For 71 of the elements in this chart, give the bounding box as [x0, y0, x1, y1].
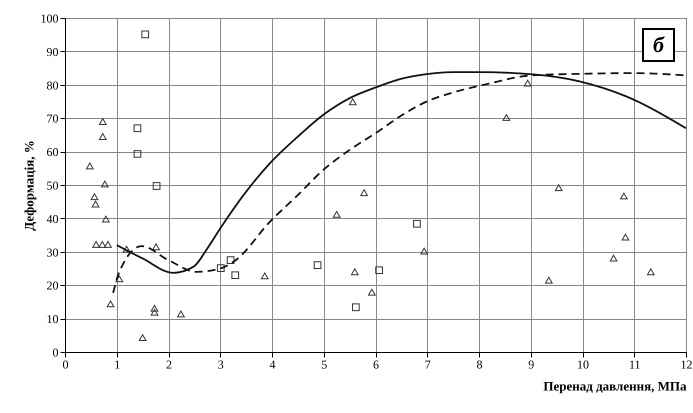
point — [545, 276, 553, 284]
x-tick-label: 2 — [166, 358, 172, 372]
y-tick-label: 50 — [46, 178, 58, 192]
y-tick-label: 20 — [46, 278, 58, 293]
x-tick-label: 6 — [373, 358, 379, 372]
x-tick-label: 12 — [680, 358, 692, 372]
point — [134, 150, 142, 158]
y-tick-label: 10 — [46, 312, 58, 326]
point — [420, 248, 428, 255]
y-tick-label: 60 — [46, 145, 58, 160]
x-tick-label: 10 — [577, 358, 589, 372]
point — [98, 241, 106, 248]
point — [610, 254, 618, 262]
point — [348, 98, 357, 106]
point — [620, 192, 628, 200]
point — [98, 118, 107, 125]
point — [122, 246, 130, 253]
y-tick-label: 100 — [40, 12, 58, 26]
point — [138, 334, 146, 342]
point — [150, 308, 158, 316]
y-tick-label: 70 — [46, 112, 58, 126]
y-tick-label: 0 — [52, 346, 58, 360]
point — [141, 30, 150, 38]
x-tick-label: 5 — [321, 358, 328, 372]
y-tick-label: 80 — [46, 78, 58, 92]
y-tick-label: 40 — [46, 212, 58, 226]
point — [524, 80, 532, 87]
point — [177, 310, 185, 318]
x-tick-label: 4 — [270, 358, 276, 372]
point — [152, 243, 160, 250]
point — [314, 261, 322, 270]
point — [152, 182, 160, 190]
x-tick-label: 7 — [424, 358, 431, 372]
point — [226, 256, 234, 264]
point — [150, 304, 158, 312]
point — [216, 264, 225, 272]
x-tick-label: 1 — [114, 358, 120, 372]
point — [100, 180, 109, 188]
point — [106, 300, 114, 308]
point — [502, 114, 510, 121]
point — [360, 189, 368, 196]
y-tick-label: 90 — [46, 44, 58, 59]
point — [231, 271, 240, 280]
point — [332, 210, 341, 218]
x-tick-label: 8 — [476, 358, 482, 372]
point — [646, 268, 655, 276]
point — [102, 216, 110, 222]
x-tick-label: 0 — [62, 358, 68, 372]
point — [86, 162, 94, 170]
point — [375, 266, 383, 274]
point — [104, 241, 112, 248]
point — [92, 200, 100, 208]
point — [260, 272, 269, 280]
point — [90, 193, 98, 200]
point — [368, 288, 376, 296]
point — [92, 241, 100, 248]
x-tick-label: 3 — [218, 358, 224, 372]
x-axis-title: Перенад давлення, МПа — [543, 378, 687, 394]
annotation: б — [642, 28, 675, 62]
y-axis-title: Деформація, % — [22, 140, 36, 231]
point — [622, 234, 630, 241]
x-tick-label: 9 — [528, 358, 534, 372]
point — [554, 184, 563, 192]
point — [352, 303, 360, 312]
point — [413, 220, 421, 228]
x-tick-label: 11 — [628, 358, 641, 372]
point — [134, 124, 142, 132]
point — [350, 268, 359, 276]
y-tick-label: 30 — [46, 245, 58, 260]
point — [115, 275, 124, 282]
point — [98, 133, 107, 140]
